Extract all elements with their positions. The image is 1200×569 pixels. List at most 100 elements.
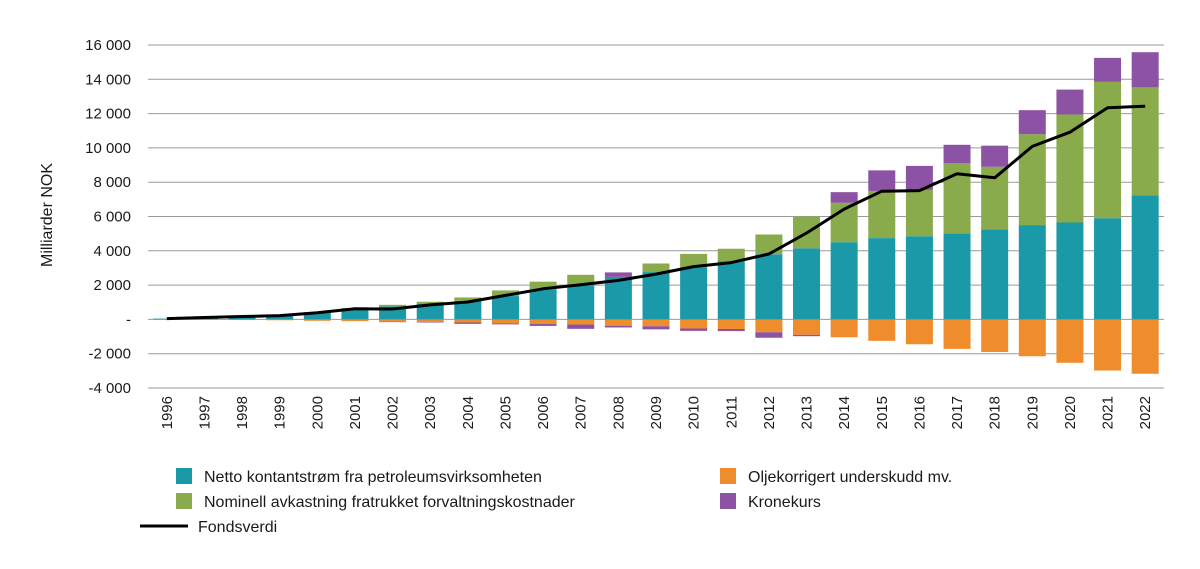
bar-segment — [379, 304, 407, 307]
y-tick-label: 10 000 — [85, 140, 131, 157]
y-tick-label: -2 000 — [88, 346, 131, 363]
bar-segment — [717, 319, 745, 330]
legend-swatch — [720, 468, 736, 484]
legend-label: Netto kontantstrøm fra petroleumsvirksom… — [204, 469, 542, 486]
bar-segment — [567, 324, 595, 329]
bar-segment — [303, 319, 331, 321]
bar-segment — [642, 319, 670, 327]
bar-segment — [1056, 222, 1084, 320]
bar-segment — [228, 319, 256, 320]
x-tick-label: 2008 — [610, 396, 627, 429]
bar-segment — [1094, 218, 1122, 320]
bar-segment — [981, 145, 1009, 167]
bar-segment — [943, 319, 971, 349]
x-tick-label: 2011 — [723, 396, 740, 428]
y-tick-label: 16 000 — [85, 37, 131, 54]
bar-segment — [416, 303, 444, 320]
x-tick-label: 1998 — [234, 396, 251, 429]
bar-segment — [454, 319, 482, 323]
bar-segment — [604, 319, 632, 326]
bar-segment — [454, 300, 482, 320]
x-tick-label: 2014 — [836, 396, 853, 429]
bar-segment — [567, 285, 595, 320]
x-tick-label: 2006 — [535, 396, 552, 429]
bar-segment — [680, 319, 708, 329]
bar-segment — [1094, 57, 1122, 82]
bar-segment — [793, 334, 821, 337]
bar-segment — [454, 322, 482, 324]
x-tick-label: 2022 — [1137, 396, 1154, 429]
y-tick-label: 14 000 — [85, 71, 131, 88]
legend-swatch — [176, 493, 192, 509]
bar-segment — [491, 290, 519, 297]
x-tick-label: 2019 — [1024, 396, 1041, 429]
bar-segment — [266, 315, 294, 320]
bar-segment — [491, 296, 519, 320]
bar-segment — [416, 319, 444, 322]
bar-segment — [1131, 52, 1159, 88]
bars — [153, 52, 1159, 374]
bar-segment — [755, 254, 783, 320]
bar-segment — [717, 248, 745, 262]
bar-segment — [529, 324, 557, 326]
x-tick-label: 2010 — [686, 396, 703, 429]
bar-segment — [604, 325, 632, 328]
legend-swatch — [720, 493, 736, 509]
x-tick-label: 2020 — [1062, 396, 1079, 429]
y-axis-title: Milliarder NOK — [39, 163, 56, 267]
bar-segment — [868, 319, 896, 341]
x-tick-label: 2018 — [987, 396, 1004, 429]
x-tick-label: 2004 — [460, 396, 477, 429]
bar-segment — [341, 308, 369, 320]
bar-segment — [1094, 319, 1122, 371]
y-tick-label: -4 000 — [88, 380, 131, 397]
bar-segment — [303, 312, 331, 320]
bar-segment — [1018, 319, 1046, 357]
bar-segment — [830, 192, 858, 203]
bar-segment — [379, 319, 407, 322]
bar-segment — [491, 319, 519, 324]
x-tick-label: 2007 — [573, 396, 590, 429]
bar-segment — [642, 326, 670, 330]
bar-segment — [1018, 134, 1046, 226]
legend-label: Nominell avkastning fratrukket forvaltni… — [204, 494, 576, 511]
x-tick-label: 1997 — [196, 396, 213, 429]
legend-label: Kronekurs — [748, 494, 821, 511]
x-tick-label: 2015 — [874, 396, 891, 429]
bar-segment — [1056, 89, 1084, 115]
x-tick-label: 2021 — [1100, 396, 1117, 429]
y-tick-label: 2 000 — [93, 277, 131, 294]
x-tick-label: 2013 — [799, 396, 816, 429]
legend-label: Oljekorrigert underskudd mv. — [748, 469, 952, 486]
y-tick-label: 12 000 — [85, 106, 131, 123]
bar-segment — [642, 263, 670, 273]
x-tick-label: 2016 — [911, 396, 928, 429]
bar-segment — [379, 321, 407, 323]
bar-segment — [868, 190, 896, 239]
bar-segment — [567, 274, 595, 286]
bar-segment — [793, 319, 821, 335]
x-tick-label: 1999 — [272, 396, 289, 429]
bar-segment — [905, 236, 933, 320]
bar-segment — [981, 229, 1009, 320]
bar-segment — [868, 238, 896, 320]
x-axis-ticks: 1996 1997 1998 1999 2000 2001 2002 2003 2004 2005… — [159, 396, 1154, 429]
legend-swatch — [176, 468, 192, 484]
x-tick-label: 2005 — [497, 396, 514, 429]
x-tick-label: 2000 — [309, 396, 326, 429]
bar-segment — [266, 319, 294, 321]
bar-segment — [1094, 81, 1122, 219]
bar-segment — [755, 332, 783, 338]
fondsverdi-line-layer — [166, 104, 1146, 321]
bar-segment — [793, 248, 821, 320]
bar-segment — [905, 189, 933, 237]
bar-segment — [905, 319, 933, 345]
x-tick-label: 2009 — [648, 396, 665, 429]
fondsverdi-line — [166, 104, 1146, 321]
bar-segment — [529, 319, 557, 325]
bar-segment — [454, 297, 482, 301]
bar-segment — [604, 276, 632, 320]
bar-segment — [755, 319, 783, 333]
bar-segment — [416, 301, 444, 304]
